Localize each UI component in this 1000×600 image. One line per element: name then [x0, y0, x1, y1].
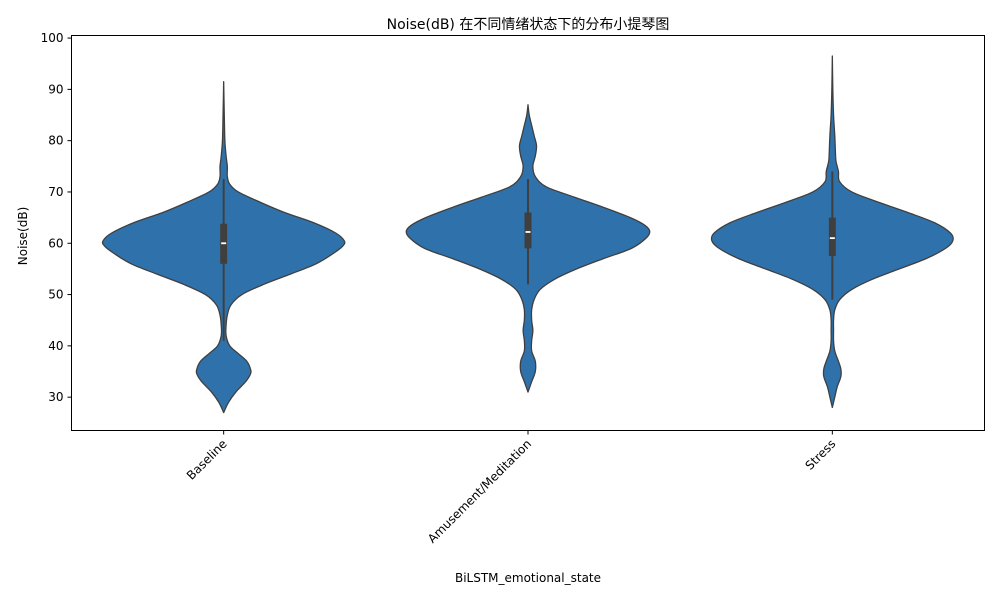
x-axis: Baseline Amusement/Meditation Stress [184, 430, 838, 546]
y-tick-label-0: 30 [48, 390, 63, 404]
y-tick-label-1: 40 [48, 339, 63, 353]
y-tick-label-2: 50 [48, 288, 63, 302]
x-tick-label-0: Baseline [184, 437, 230, 483]
violin-iqr-box-1 [524, 212, 532, 249]
y-tick-label-5: 80 [48, 134, 63, 148]
violin-iqr-box-2 [828, 217, 836, 257]
x-tick-label-1: Amusement/Meditation [425, 437, 534, 546]
y-axis-label: Noise(dB) [16, 207, 30, 266]
chart-title: Noise(dB) 在不同情绪状态下的分布小提琴图 [387, 17, 670, 33]
y-tick-label-6: 90 [48, 82, 63, 96]
x-tick-label-2: Stress [802, 437, 838, 473]
y-axis: 30 40 50 60 70 80 90 100 [41, 31, 72, 404]
y-tick-label-7: 100 [41, 31, 64, 45]
y-tick-label-3: 60 [48, 236, 63, 250]
plot-frame [71, 35, 985, 431]
y-tick-label-4: 70 [48, 185, 63, 199]
violin-group [101, 55, 954, 414]
x-axis-label: BiLSTM_emotional_state [455, 571, 601, 585]
